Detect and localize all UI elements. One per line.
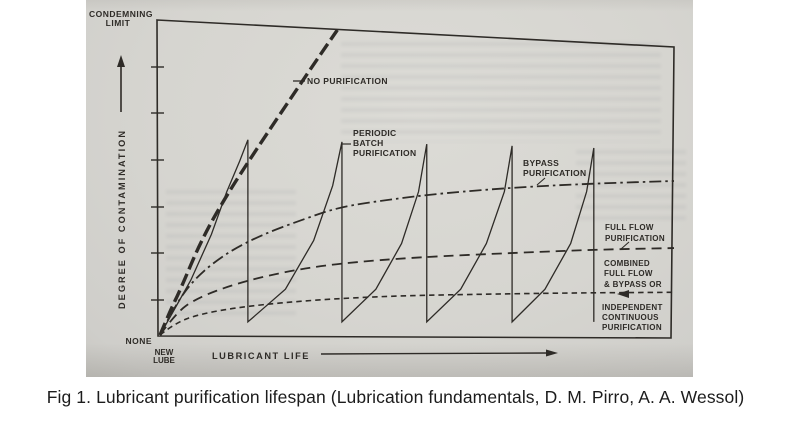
curve-label-full-flow: PURIFICATION bbox=[605, 234, 665, 243]
label-connector bbox=[536, 177, 546, 186]
curve-label-no-purification: NO PURIFICATION bbox=[307, 76, 388, 86]
y-axis-ticks bbox=[151, 66, 164, 301]
series-no-purification bbox=[158, 29, 339, 336]
combined-line-arrowhead bbox=[617, 290, 629, 298]
curve-label-combined: & BYPASS OR bbox=[604, 280, 662, 289]
new-lube-label: LUBE bbox=[153, 356, 175, 365]
curve-label-combined: COMBINED bbox=[604, 259, 650, 268]
curve-label-periodic-batch: BATCH bbox=[353, 138, 384, 148]
new-lube-label: NEW bbox=[155, 348, 174, 357]
curve-label-bypass: BYPASS bbox=[523, 158, 559, 168]
condemning-limit-label: LIMIT bbox=[106, 18, 131, 28]
curve-label-combined: FULL FLOW bbox=[604, 269, 653, 278]
page-bleed-through bbox=[341, 42, 661, 142]
curve-label-independent: CONTINUOUS bbox=[602, 313, 659, 322]
figure-caption: Fig 1. Lubricant purification lifespan (… bbox=[46, 387, 745, 407]
series-periodic-batch-purification bbox=[159, 139, 595, 336]
x-axis-arrow bbox=[320, 349, 558, 357]
series-full-flow-purification bbox=[159, 247, 675, 336]
series-curves bbox=[158, 29, 675, 336]
purification-chart: CONDEMNING LIMIT DEGREE OF CONTAMINATION… bbox=[89, 9, 675, 365]
curve-label-full-flow: FULL FLOW bbox=[605, 223, 654, 232]
y-axis-arrow bbox=[117, 55, 125, 112]
none-label: NONE bbox=[125, 336, 152, 346]
curve-label-periodic-batch: PURIFICATION bbox=[353, 148, 416, 158]
curve-label-periodic-batch: PERIODIC bbox=[353, 128, 397, 138]
series-combined-full-flow-bypass-or-independent-continuous-purification bbox=[159, 291, 675, 336]
curve-label-bypass: PURIFICATION bbox=[523, 168, 586, 178]
book-photo bbox=[86, 0, 693, 377]
x-axis-title: LUBRICANT LIFE bbox=[212, 351, 310, 361]
condemning-limit-label: CONDEMNING bbox=[89, 9, 153, 19]
curve-label-independent: PURIFICATION bbox=[602, 323, 662, 332]
series-bypass-purification bbox=[159, 180, 675, 336]
label-connector bbox=[620, 241, 630, 250]
curve-label-independent: INDEPENDENT bbox=[602, 303, 663, 312]
plot-frame bbox=[156, 19, 675, 339]
y-axis-title: DEGREE OF CONTAMINATION bbox=[117, 129, 127, 309]
